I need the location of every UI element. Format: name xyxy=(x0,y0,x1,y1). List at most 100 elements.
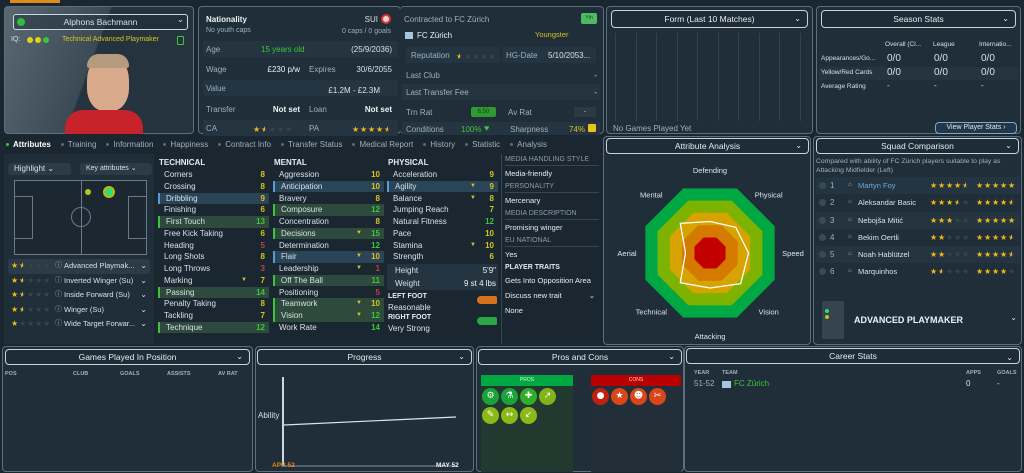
radio-icon[interactable] xyxy=(819,216,826,224)
games-in-position-header[interactable]: Games Played In Position ⌄ xyxy=(5,349,250,365)
chevron-down-icon[interactable]: ⌄ xyxy=(140,275,147,285)
attribute-analysis-header[interactable]: Attribute Analysis ⌄ xyxy=(606,138,809,154)
attribute-row[interactable]: Anticipation 10 xyxy=(273,180,384,193)
attribute-row[interactable]: Vision ▼ 12 xyxy=(273,310,384,322)
attribute-row[interactable]: Jumping Reach 7 xyxy=(387,204,498,216)
attribute-row[interactable]: Work Rate 14 xyxy=(273,322,384,334)
attribute-row[interactable]: Bravery 8 xyxy=(273,193,384,205)
squad-player-row[interactable]: 3 ⌂ Nebojša Mitić ★★★★★ ★★★★★ xyxy=(816,211,1020,229)
squad-player-row[interactable]: 5 ⌂ Noah Hablützel ★★★★★ ★★★★★ xyxy=(816,246,1020,264)
attribute-row[interactable]: Aggression 10 xyxy=(273,169,384,181)
attribute-row[interactable]: First Touch 13 xyxy=(158,216,269,228)
career-stats-header[interactable]: Career Stats ⌄ xyxy=(686,348,1020,364)
radio-icon[interactable] xyxy=(819,182,826,189)
tab-happiness[interactable]: Happiness xyxy=(163,140,208,149)
attribute-row[interactable]: Determination 12 xyxy=(273,240,384,252)
radio-icon[interactable] xyxy=(819,233,826,241)
role-row[interactable]: ★★★★★ ⓘ Wide Target Forwar... ⌄ xyxy=(8,317,150,332)
attribute-row[interactable]: Stamina ▼ 10 xyxy=(387,240,498,252)
info-icon[interactable]: ⓘ xyxy=(55,276,62,284)
chevron-down-icon[interactable]: ⌄ xyxy=(140,304,147,314)
info-icon[interactable]: ⓘ xyxy=(55,262,62,269)
pro-attribute-icon[interactable]: ✚ xyxy=(520,388,537,405)
chevron-down-icon[interactable]: ⌄ xyxy=(140,261,147,270)
club-link[interactable]: FC Zürich xyxy=(417,31,453,40)
tab-transfer-status[interactable]: Transfer Status xyxy=(281,140,342,149)
attribute-row[interactable]: Marking ▼ 7 xyxy=(158,275,269,287)
attribute-row[interactable]: Positioning 5 xyxy=(273,287,384,299)
role-row[interactable]: ★★★★★ ⓘ Inside Forward (Su) ⌄ xyxy=(8,288,150,303)
attribute-row[interactable]: Long Throws 3 xyxy=(158,263,269,275)
player-name[interactable]: Nebojša Mitić xyxy=(858,215,904,225)
info-icon[interactable]: ⓘ xyxy=(55,291,62,298)
pro-attribute-icon[interactable]: ⚗ xyxy=(501,388,518,405)
pros-cons-header[interactable]: Pros and Cons ⌄ xyxy=(478,349,682,365)
player-name[interactable]: Martyn Foy xyxy=(858,181,896,190)
attribute-row[interactable]: Crossing 8 xyxy=(158,181,269,193)
radio-icon[interactable] xyxy=(819,199,826,207)
player-name[interactable]: Marquinhos xyxy=(858,267,898,277)
attribute-row[interactable]: Dribbling 9 xyxy=(158,192,269,205)
squad-comparison-header[interactable]: Squad Comparison ⌄ xyxy=(816,138,1019,154)
pro-attribute-icon[interactable]: ↔ xyxy=(501,407,518,424)
attribute-row[interactable]: Flair ▼ 10 xyxy=(273,251,384,263)
key-attributes-dropdown[interactable]: Key attributes ⌄ xyxy=(80,163,152,175)
view-player-stats-button[interactable]: View Player Stats › xyxy=(935,122,1017,134)
attribute-row[interactable]: Concentration 8 xyxy=(273,216,384,228)
tab-history[interactable]: History xyxy=(423,140,455,149)
form-header[interactable]: Form (Last 10 Matches) ⌄ xyxy=(611,10,808,28)
attribute-row[interactable]: Agility ▼ 9 xyxy=(387,180,498,193)
tab-contract-info[interactable]: Contract Info xyxy=(218,140,271,149)
radio-icon[interactable] xyxy=(819,251,826,259)
attribute-row[interactable]: Penalty Taking 8 xyxy=(158,298,269,310)
tab-attributes[interactable]: Attributes xyxy=(6,140,51,149)
attribute-row[interactable]: Tackling 7 xyxy=(158,310,269,322)
attribute-row[interactable]: Acceleration 9 xyxy=(387,169,498,181)
highlight-dropdown[interactable]: Highlight ⌄ xyxy=(8,163,71,175)
attribute-row[interactable]: Long Shots 8 xyxy=(158,251,269,263)
career-row[interactable]: 51-52 FC Zürich 0 - xyxy=(694,379,1019,391)
con-attribute-icon[interactable]: ● xyxy=(592,388,609,405)
attribute-row[interactable]: Pace 10 xyxy=(387,228,498,240)
season-stats-header[interactable]: Season Stats ⌄ xyxy=(821,10,1016,28)
player-name-selector[interactable]: Alphons Bachmann ⌄ xyxy=(13,14,188,30)
con-attribute-icon[interactable]: ✂ xyxy=(649,388,666,405)
role-row[interactable]: ★★★★★ ⓘ Inverted Winger (Su) ⌄ xyxy=(8,274,150,289)
role-row[interactable]: ★★★★★ ⓘ Advanced Playmak... ⌄ xyxy=(8,259,150,274)
progress-header[interactable]: Progress ⌄ xyxy=(257,349,472,365)
attribute-row[interactable]: Leadership ▼ 1 xyxy=(273,263,384,275)
squad-player-row[interactable]: 6 ⌂ Marquinhos ★★★★★ ★★★★★ xyxy=(816,263,1020,280)
attribute-row[interactable]: Teamwork ▼ 10 xyxy=(273,298,384,310)
squad-player-row[interactable]: 1 ⌂ Martyn Foy ★★★★★ ★★★★★ xyxy=(816,177,1020,195)
role-row[interactable]: ★★★★★ ⓘ Winger (Su) ⌄ xyxy=(8,303,150,318)
chevron-down-icon[interactable]: ⌄ xyxy=(140,319,147,328)
tab-statistic[interactable]: Statistic xyxy=(465,140,500,149)
attribute-row[interactable]: Decisions ▼ 15 xyxy=(273,227,384,240)
attribute-row[interactable]: Free Kick Taking 6 xyxy=(158,228,269,240)
attribute-row[interactable]: Finishing 6 xyxy=(158,204,269,216)
attribute-row[interactable]: Off The Ball 11 xyxy=(273,274,384,287)
attribute-row[interactable]: Heading 5 xyxy=(158,240,269,252)
pro-attribute-icon[interactable]: ↙ xyxy=(520,407,537,424)
player-name[interactable]: Noah Hablützel xyxy=(858,250,910,260)
player-name[interactable]: Bekim Oertli xyxy=(858,232,899,242)
con-attribute-icon[interactable]: ★ xyxy=(611,388,628,405)
radio-icon[interactable] xyxy=(819,268,826,276)
squad-player-row[interactable]: 2 ⌂ Aleksandar Basic ★★★★★ ★★★★★ xyxy=(816,194,1020,211)
tab-information[interactable]: Information xyxy=(106,140,153,149)
tab-medical-report[interactable]: Medical Report xyxy=(352,140,413,149)
career-team[interactable]: FC Zürich xyxy=(734,379,770,388)
chevron-down-icon[interactable]: ⌄ xyxy=(140,290,147,299)
pro-attribute-icon[interactable]: ✎ xyxy=(482,407,499,424)
role-dropdown-chevron-icon[interactable]: ⌄ xyxy=(1010,313,1017,322)
info-icon[interactable]: ⓘ xyxy=(55,320,62,327)
attribute-row[interactable]: Natural Fitness 12 xyxy=(387,216,498,228)
pro-attribute-icon[interactable]: ⚙ xyxy=(482,388,499,405)
attribute-row[interactable]: Balance ▼ 8 xyxy=(387,193,498,205)
attribute-row[interactable]: Corners 8 xyxy=(158,169,269,181)
clipboard-icon[interactable] xyxy=(177,36,184,45)
tab-training[interactable]: Training xyxy=(60,140,96,149)
squad-player-row[interactable]: 4 ⌂ Bekim Oertli ★★★★★ ★★★★★ xyxy=(816,229,1020,246)
attribute-row[interactable]: Passing 14 xyxy=(158,286,269,299)
pro-attribute-icon[interactable]: ↗ xyxy=(539,388,556,405)
